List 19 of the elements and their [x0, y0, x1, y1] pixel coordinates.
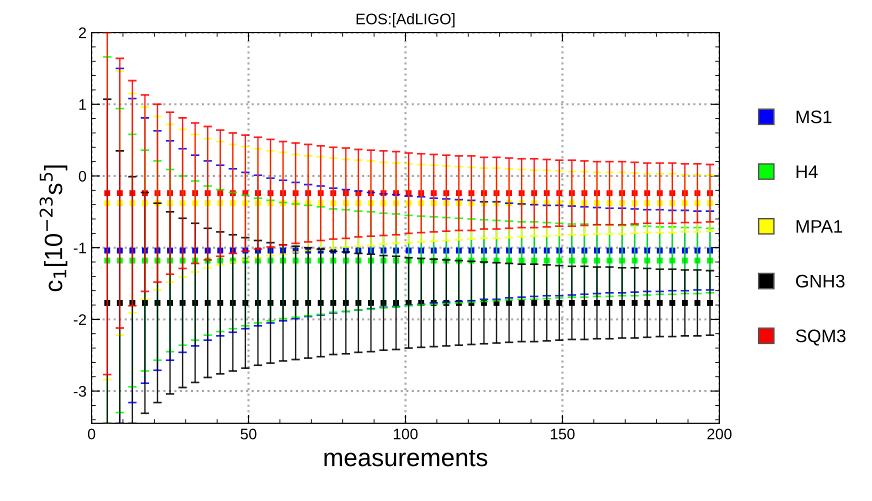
y-tick-label: -1 — [74, 242, 86, 254]
chart-title: EOS:[AdLIGO] — [356, 13, 454, 28]
y-tick-label: -3 — [74, 386, 86, 397]
x-tick-label: 200 — [707, 428, 732, 440]
legend-label: SQM3 — [796, 330, 846, 346]
legend-label: MPA1 — [796, 220, 842, 233]
legend-label: GNH3 — [796, 274, 845, 288]
y-tick-label: 1 — [79, 99, 86, 110]
legend-label: MS1 — [796, 110, 832, 124]
y-tick-label: -2 — [74, 314, 86, 325]
y-axis-title: c$_{1}$[10$^{−23}$s$^{5}$] — [40, 165, 68, 292]
x-axis-title: measurements — [324, 450, 488, 466]
x-tick-label: 0 — [88, 428, 96, 440]
legend-label: H4 — [796, 165, 818, 178]
x-tick-label: 100 — [394, 428, 418, 440]
y-tick-label: 2 — [78, 27, 86, 38]
x-tick-label: 150 — [550, 428, 575, 440]
x-tick-label: 50 — [240, 428, 256, 440]
y-tick-label: 0 — [78, 170, 86, 182]
